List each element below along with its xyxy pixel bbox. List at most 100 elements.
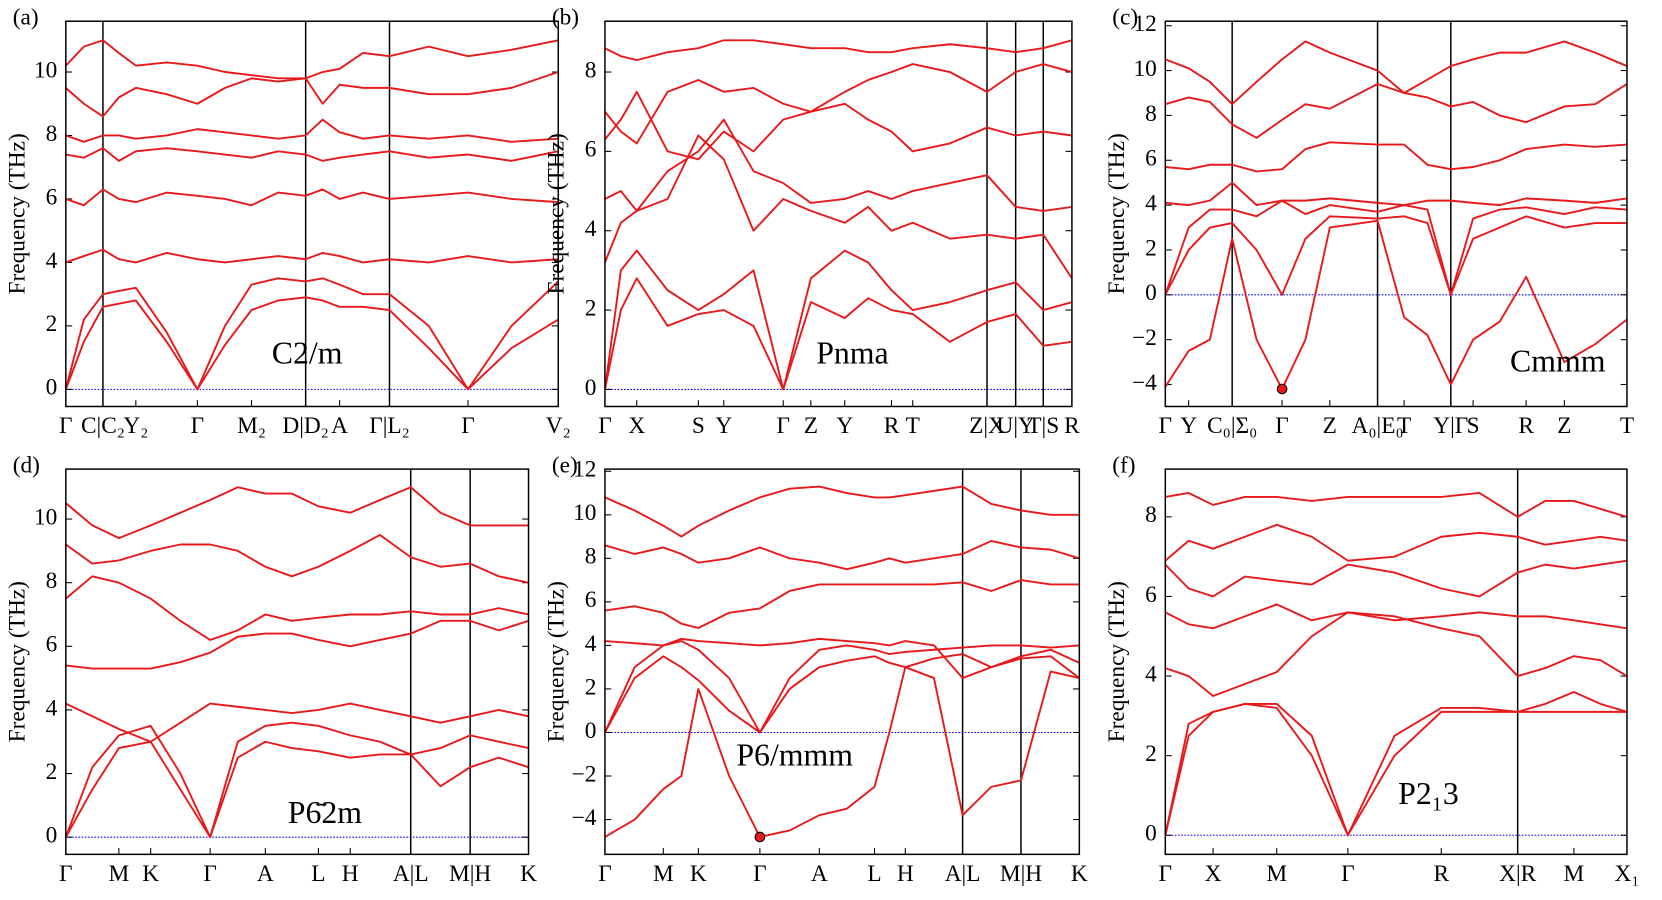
band-line: [1165, 559, 1627, 598]
panel-label: (a): [13, 4, 39, 30]
band-line: [65, 39, 559, 80]
x-tick-label: S: [1467, 413, 1480, 439]
x-tick-label: Γ: [1341, 861, 1355, 887]
x-tick-label: Z|X: [969, 413, 1005, 439]
y-tick-label: 2: [585, 295, 597, 321]
x-tick-label: Γ: [461, 413, 475, 439]
band-line: [1165, 691, 1627, 837]
y-tick-label: 0: [1145, 280, 1157, 306]
y-tick-label: 12: [573, 457, 596, 483]
x-tick-label: Γ: [59, 861, 73, 887]
x-tick-label: A: [331, 413, 348, 439]
y-tick-label: −2: [1132, 325, 1157, 351]
x-tick-label: A₀|E₀: [1352, 413, 1404, 439]
annotation: C2/m: [272, 336, 343, 371]
band-line: [65, 534, 529, 584]
band-line: [65, 296, 559, 391]
y-tick-label: 6: [1145, 582, 1157, 608]
band-line: [65, 147, 559, 162]
x-tick-label: K: [690, 861, 707, 887]
band-line: [604, 640, 1080, 734]
x-tick-label: K: [1071, 861, 1088, 887]
x-tick-label: S: [692, 413, 705, 439]
band-line: [1165, 603, 1627, 630]
annotation: Pnma: [816, 336, 888, 371]
y-tick-label: 2: [585, 674, 597, 700]
highlight-point: [754, 831, 766, 843]
band-line: [1165, 492, 1627, 518]
bands: [604, 485, 1080, 838]
plot-frame: [65, 468, 530, 856]
band-line: [1165, 40, 1627, 106]
band-line: [65, 277, 559, 391]
band-line: [1165, 611, 1627, 697]
x-tick-label: Γ: [753, 861, 767, 887]
y-tick-label: −4: [1132, 370, 1157, 396]
y-tick-label: 2: [1145, 741, 1157, 767]
x-tick-label: X: [1205, 861, 1222, 887]
band-line: [65, 71, 559, 118]
x-tick-label: Z: [1323, 413, 1337, 439]
x-tick-label: X: [628, 413, 645, 439]
y-tick-label: 4: [585, 216, 597, 242]
x-tick-label: R: [1433, 861, 1449, 887]
band-line: [604, 666, 1080, 838]
annotation: Cmmm: [1510, 343, 1606, 378]
band-line: [65, 486, 529, 540]
x-tick-label: Γ: [1275, 413, 1289, 439]
y-tick-label: 12: [1133, 11, 1156, 37]
x-tick-label: K: [142, 861, 159, 887]
x-tick-label: M|H: [1000, 861, 1042, 887]
x-tick-label: R: [884, 413, 900, 439]
x-tick-label: T: [1397, 413, 1411, 439]
bands: [65, 486, 529, 839]
x-tick-label: Y: [836, 413, 853, 439]
annotation: P6̄2m: [288, 795, 363, 830]
y-tick-label: 4: [46, 695, 58, 721]
panel-label: (c): [1112, 4, 1138, 30]
plot-frame: [1164, 20, 1628, 408]
x-tick-label: X₁: [1614, 861, 1639, 887]
band-line: [604, 63, 1072, 145]
plot-frame: [604, 20, 1073, 408]
band-line: [1165, 83, 1627, 139]
bands: [1165, 492, 1627, 837]
y-tick-label: 6: [46, 632, 58, 658]
band-line: [65, 721, 529, 839]
y-tick-label: 4: [1145, 661, 1157, 687]
y-tick-label: 8: [46, 568, 58, 594]
band-line: [65, 619, 529, 670]
y-tick-label: 0: [1145, 821, 1157, 847]
y-tick-label: 10: [573, 500, 596, 526]
band-line: [65, 740, 529, 839]
x-tick-label: Γ: [1159, 413, 1173, 439]
band-line: [1165, 181, 1627, 207]
y-tick-label: 4: [1145, 190, 1157, 216]
x-tick-label: L: [867, 861, 881, 887]
y-tick-label: 6: [585, 137, 597, 163]
x-tick-label: M₂: [237, 413, 266, 439]
band-line: [1165, 523, 1627, 562]
x-tick-label: R: [1518, 413, 1534, 439]
y-axis-label: Frequency (THz): [1104, 581, 1130, 742]
y-tick-label: 8: [1145, 101, 1157, 127]
plot-frame: [604, 468, 1081, 856]
y-tick-label: −2: [572, 761, 597, 787]
x-tick-label: Γ: [776, 413, 790, 439]
panel-label: (e): [552, 452, 578, 478]
y-axis-label: Frequency (THz): [544, 581, 570, 742]
band-line: [604, 118, 1072, 212]
x-tick-label: K: [520, 861, 537, 887]
x-tick-label: M|H: [449, 861, 491, 887]
panel: (f) Frequency (THz) 0 2 4 6 8 Γ X M Γ R X|R M X₁ P2₁3: [1104, 452, 1639, 887]
band-line: [65, 188, 559, 207]
x-tick-label: M: [653, 861, 674, 887]
band-line: [1165, 141, 1627, 173]
x-tick-label: Γ: [598, 861, 612, 887]
y-tick-label: 10: [34, 504, 57, 530]
band-line: [1165, 199, 1627, 296]
bands: [65, 39, 559, 391]
